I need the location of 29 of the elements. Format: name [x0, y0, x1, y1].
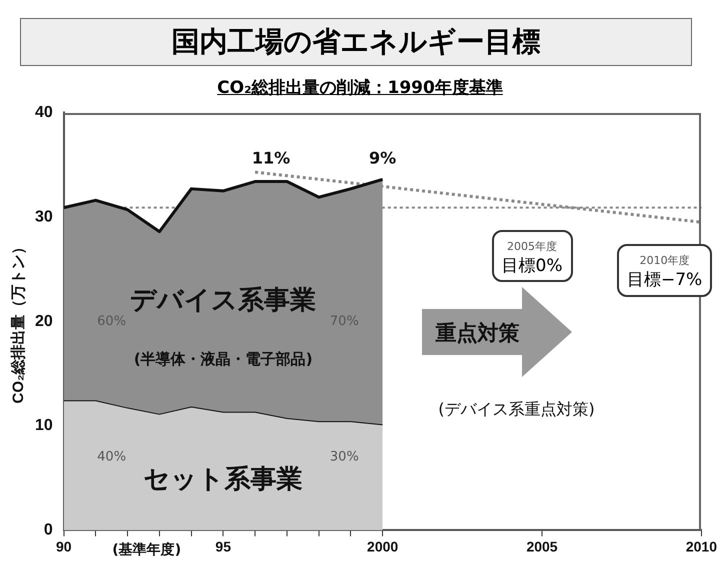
series-label: セット系事業 [144, 464, 303, 494]
annotation: 70% [330, 314, 359, 329]
x-tick-label: 2000 [367, 538, 398, 554]
y-axis-title: CO₂総排出量（万トン） [10, 239, 28, 404]
speech-bubble: 2005年度 目標0% [492, 230, 572, 282]
x-tick-label: 2005 [526, 538, 558, 554]
y-tick-label: 0 [44, 522, 53, 539]
annotation: 9% [369, 148, 396, 168]
annotation: 40% [97, 449, 126, 464]
y-tick-label: 30 [35, 208, 53, 226]
x-tick-label: 2010 [686, 538, 718, 554]
annotation: 重点対策 [434, 320, 520, 347]
text: (基準年度) [112, 540, 182, 558]
speech-bubble: 2010年度 目標−7% [617, 244, 712, 297]
y-tick-label: 10 [35, 417, 53, 434]
annotation: 60% [97, 314, 126, 329]
x-tick-label: 90 [56, 538, 72, 554]
annotation: (デバイス系重点対策) [438, 399, 595, 418]
y-tick-label: 40 [35, 104, 53, 122]
chart-subtitle: CO₂総排出量の削減：1990年度基準 [216, 77, 504, 99]
annotation: 2010年度 [640, 254, 690, 268]
annotation: 11% [252, 148, 290, 168]
annotation: (半導体・液晶・電子部品) [134, 350, 313, 368]
series-label: デバイス系事業 [130, 285, 316, 316]
x-tick-label: 95 [215, 538, 232, 554]
y-tick-label: 20 [35, 312, 53, 330]
chart-title: 国内工場の省エネルギー目標 [20, 18, 692, 66]
annotation: 30% [330, 449, 359, 464]
annotation: 2005年度 [507, 240, 557, 253]
